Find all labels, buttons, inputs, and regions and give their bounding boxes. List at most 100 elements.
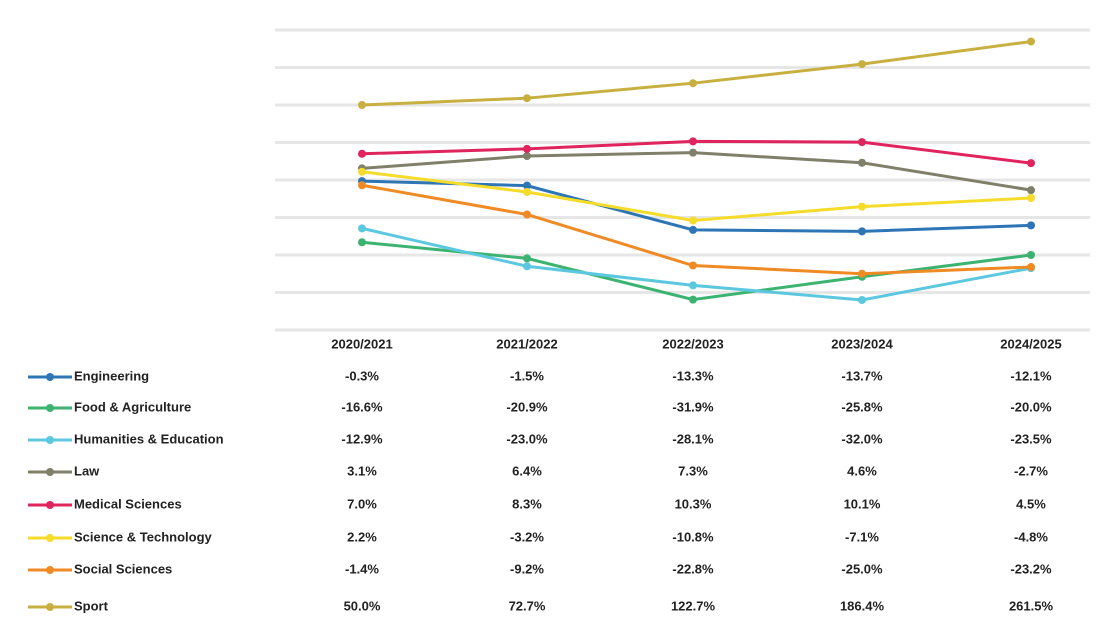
cell-value: -20.9% xyxy=(506,399,548,414)
cell-value: -25.8% xyxy=(841,399,883,414)
cell-value: -16.6% xyxy=(341,399,383,414)
column-header: 2024/2025 xyxy=(1000,336,1061,351)
cell-value: -0.3% xyxy=(345,368,379,383)
point xyxy=(523,94,531,103)
column-header: 2020/2021 xyxy=(331,336,392,351)
cell-value: -2.7% xyxy=(1014,463,1048,478)
point xyxy=(358,224,366,233)
cell-value: 4.6% xyxy=(847,463,877,478)
point xyxy=(358,167,366,176)
legend-marker xyxy=(46,501,54,509)
cell-value: -25.0% xyxy=(841,561,883,576)
point xyxy=(523,152,531,160)
cell-value: -23.0% xyxy=(506,431,548,446)
cell-value: 3.1% xyxy=(347,463,377,478)
point xyxy=(689,216,697,225)
point xyxy=(858,60,866,69)
legend-marker xyxy=(46,373,54,381)
cell-value: 7.0% xyxy=(347,496,377,511)
point xyxy=(689,295,697,304)
point xyxy=(1027,194,1035,202)
point xyxy=(1027,186,1035,195)
point xyxy=(523,181,531,190)
cell-value: -1.4% xyxy=(345,561,379,576)
point xyxy=(689,281,697,290)
legend-label: Medical Sciences xyxy=(74,496,182,511)
cell-value: -9.2% xyxy=(510,561,544,576)
point xyxy=(523,210,531,219)
cell-value: 6.4% xyxy=(512,463,542,478)
point xyxy=(358,181,366,190)
cell-value: -1.5% xyxy=(510,368,544,383)
cell-value: -12.1% xyxy=(1010,368,1052,383)
point xyxy=(858,269,866,278)
cell-value: 7.3% xyxy=(678,463,708,478)
legend-marker xyxy=(46,534,54,542)
point xyxy=(689,225,697,234)
cell-value: 8.3% xyxy=(512,496,542,511)
cell-value: -13.3% xyxy=(672,368,714,383)
point xyxy=(689,79,697,88)
cell-value: 122.7% xyxy=(671,598,716,613)
point xyxy=(358,101,366,109)
series-line xyxy=(361,40,1032,107)
cell-value: -3.2% xyxy=(510,529,544,544)
point xyxy=(1027,37,1035,46)
cell-value: 2.2% xyxy=(347,529,377,544)
point xyxy=(689,261,697,270)
legend-marker xyxy=(46,436,54,444)
point xyxy=(1027,251,1035,259)
cell-value: 186.4% xyxy=(840,598,885,613)
point xyxy=(358,149,366,158)
point xyxy=(523,188,531,196)
legend-label: Law xyxy=(74,463,100,478)
legend-marker xyxy=(46,566,54,574)
legend-label: Science & Technology xyxy=(74,529,213,544)
cell-value: -23.5% xyxy=(1010,431,1052,446)
cell-value: 10.3% xyxy=(675,496,712,511)
cell-value: 261.5% xyxy=(1009,598,1054,613)
point xyxy=(858,296,866,304)
point xyxy=(689,137,697,146)
cell-value: -23.2% xyxy=(1010,561,1052,576)
legend-marker xyxy=(46,468,54,476)
legend-label: Social Sciences xyxy=(74,561,172,576)
point xyxy=(1027,159,1035,168)
series-line xyxy=(361,179,1032,233)
cell-value: 50.0% xyxy=(344,598,381,613)
legend-label: Food & Agriculture xyxy=(74,399,191,414)
column-header: 2022/2023 xyxy=(662,336,723,351)
cell-value: 4.5% xyxy=(1016,496,1046,511)
cell-value: -28.1% xyxy=(672,431,714,446)
cell-value: -12.9% xyxy=(341,431,383,446)
point xyxy=(858,158,866,167)
point xyxy=(858,138,866,147)
cell-value: -20.0% xyxy=(1010,399,1052,414)
legend-marker xyxy=(46,603,54,611)
point xyxy=(858,202,866,211)
column-header: 2023/2024 xyxy=(831,336,893,351)
point xyxy=(1027,221,1035,230)
legend-label: Engineering xyxy=(74,368,149,383)
point xyxy=(523,254,531,263)
point xyxy=(358,238,366,247)
column-header: 2021/2022 xyxy=(496,336,557,351)
cell-value: -4.8% xyxy=(1014,529,1048,544)
cell-value: -13.7% xyxy=(841,368,883,383)
cell-value: -7.1% xyxy=(845,529,879,544)
cell-value: 10.1% xyxy=(844,496,881,511)
cell-value: -22.8% xyxy=(672,561,714,576)
point xyxy=(523,144,531,153)
point xyxy=(1027,263,1035,271)
point xyxy=(689,148,697,157)
cell-value: -32.0% xyxy=(841,431,883,446)
legend-marker xyxy=(46,404,54,412)
legend-label: Humanities & Education xyxy=(74,431,224,446)
cell-value: -31.9% xyxy=(672,399,714,414)
point xyxy=(523,262,531,271)
legend-label: Sport xyxy=(74,598,109,613)
point xyxy=(858,227,866,236)
cell-value: 72.7% xyxy=(509,598,546,613)
cell-value: -10.8% xyxy=(672,529,714,544)
